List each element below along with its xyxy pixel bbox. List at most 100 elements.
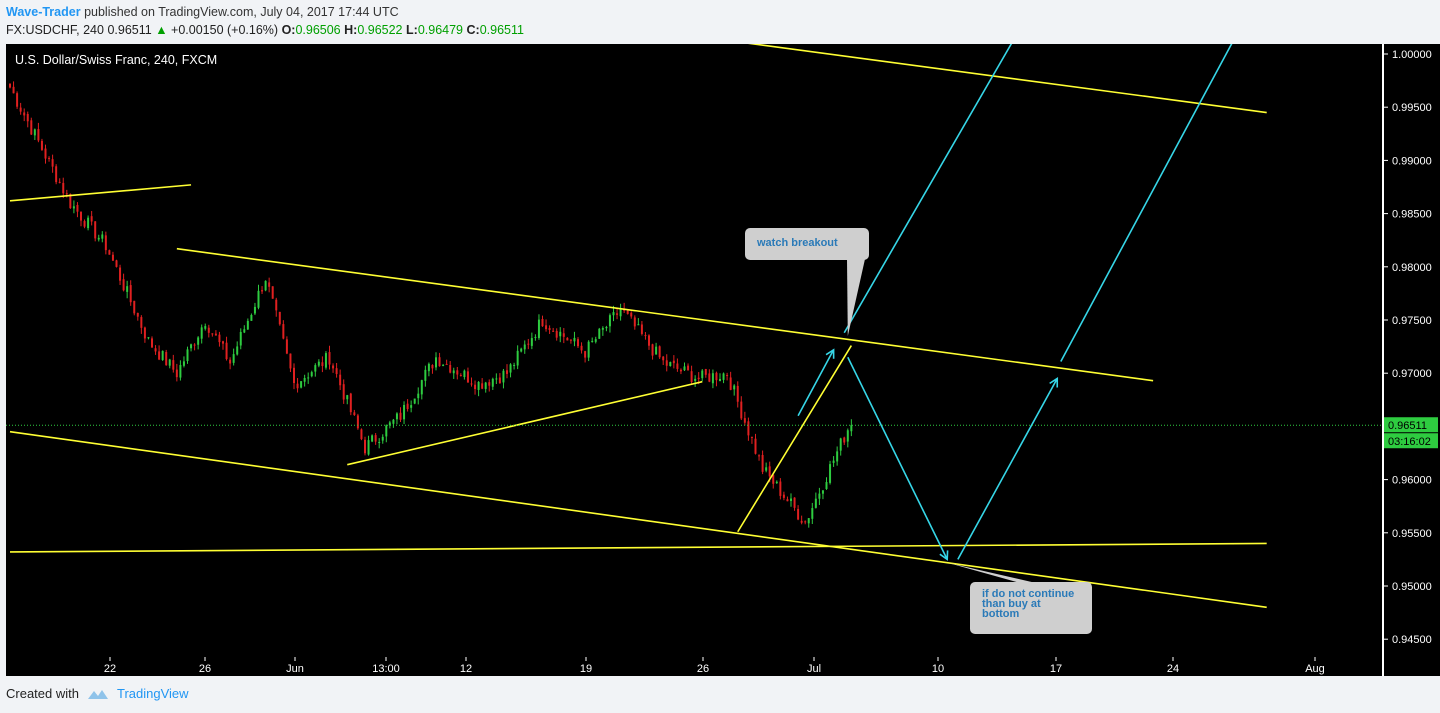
- candle-down: [44, 148, 47, 159]
- price-axis-edge: [1382, 44, 1384, 676]
- candle-up: [381, 436, 384, 441]
- candle-up: [200, 327, 203, 339]
- candle-up: [197, 337, 200, 345]
- candle-down: [754, 438, 757, 454]
- candle-down: [37, 129, 40, 141]
- candle-down: [786, 499, 789, 502]
- candle-up: [264, 280, 267, 291]
- time-tick-label: Jun: [286, 663, 304, 675]
- candle-up: [161, 350, 164, 360]
- candle-down: [40, 140, 43, 150]
- candle-down: [470, 383, 473, 385]
- candle-up: [683, 366, 686, 371]
- candle-up: [846, 430, 849, 442]
- candle-down: [562, 333, 565, 337]
- candle-up: [179, 365, 182, 378]
- candle-down: [289, 353, 292, 369]
- candle-down: [211, 333, 214, 335]
- price-chart[interactable]: U.S. Dollar/Swiss Franc, 240, FXCM watch…: [6, 44, 1384, 676]
- candle-down: [527, 343, 530, 345]
- candle-down: [616, 313, 619, 315]
- candle-up: [239, 331, 242, 346]
- candle-up: [257, 290, 260, 308]
- candle-up: [463, 370, 466, 378]
- time-tick-label: 26: [697, 663, 709, 675]
- open-label: O:: [281, 23, 296, 37]
- candle-up: [385, 425, 388, 437]
- candle-down: [804, 521, 807, 523]
- countdown-tag: [1384, 433, 1438, 449]
- candle-down: [58, 181, 61, 183]
- time-tick-label: Jul: [807, 663, 821, 675]
- candle-down: [48, 157, 51, 159]
- candle-down: [726, 375, 729, 377]
- candle-up: [236, 346, 239, 355]
- footer: Created with TradingView: [6, 686, 189, 701]
- candle-up: [346, 395, 349, 400]
- candle-up: [605, 327, 608, 329]
- candle-down: [640, 324, 643, 334]
- candle-down: [584, 351, 587, 358]
- trend-line: [9, 430, 1267, 609]
- candle-down: [154, 348, 157, 352]
- author-link[interactable]: Wave-Trader: [6, 5, 81, 19]
- candle-down: [55, 166, 58, 183]
- candle-down: [800, 520, 803, 523]
- candle-up: [502, 370, 505, 383]
- candle-up: [204, 326, 207, 329]
- price-tick-label: 0.95500: [1392, 528, 1432, 540]
- candle-up: [442, 364, 445, 366]
- candle-down: [772, 474, 775, 484]
- candle-down: [335, 368, 338, 375]
- callout: if do not continue than buy at bottom: [947, 562, 1092, 634]
- candle-down: [364, 439, 366, 454]
- candle-down: [76, 204, 79, 212]
- time-axis-background: [6, 657, 1382, 676]
- drawings: [9, 44, 1267, 609]
- last-price: 0.96511: [107, 23, 152, 37]
- candle-up: [452, 370, 455, 374]
- candle-down: [222, 341, 224, 344]
- candle-down: [12, 86, 15, 94]
- callout-text: if do not continue than buy at bottom: [982, 588, 1074, 620]
- trend-line: [176, 247, 1154, 382]
- candle-up: [126, 286, 129, 292]
- time-tick-label: Aug: [1305, 663, 1325, 675]
- candle-down: [488, 382, 491, 386]
- low-value: 0.96479: [417, 23, 463, 37]
- time-tick-label: 17: [1050, 663, 1062, 675]
- price-axis-background: [1384, 44, 1440, 676]
- candle-down: [569, 339, 572, 341]
- candles: [9, 81, 853, 528]
- candle-down: [349, 393, 352, 413]
- candle-down: [545, 325, 548, 330]
- candle-down: [321, 362, 324, 367]
- candle-down: [193, 344, 196, 346]
- callout-tail: [947, 562, 1036, 583]
- candle-down: [552, 330, 555, 332]
- price-tick-label: 0.97500: [1392, 315, 1432, 327]
- price-tick-label: 1.00000: [1392, 49, 1432, 61]
- candle-down: [165, 352, 168, 366]
- candle-up: [97, 237, 100, 240]
- high-label: H:: [344, 23, 358, 37]
- tradingview-link[interactable]: TradingView: [116, 686, 189, 701]
- candle-down: [332, 365, 335, 369]
- arrowhead-icon: [1049, 377, 1059, 388]
- candle-down: [104, 235, 107, 251]
- candle-down: [577, 339, 579, 347]
- time-axis: 22 26 Jun 13:00 12 19 26 Jul 10 17 24 Aug: [104, 657, 1325, 675]
- candle-down: [761, 454, 764, 472]
- candle-down: [293, 367, 295, 384]
- close-value: 0.96511: [479, 23, 524, 37]
- candle-down: [133, 300, 136, 314]
- price-axis[interactable]: 1.00000 0.99500 0.99000 0.98500 0.98000 0.975…: [1384, 44, 1440, 676]
- candle-down: [768, 466, 771, 477]
- candle-down: [481, 383, 484, 389]
- candle-up: [484, 382, 487, 389]
- candle-down: [672, 360, 675, 364]
- projection-line: [1060, 44, 1233, 362]
- price-tick-label: 0.95000: [1392, 581, 1432, 593]
- candle-up: [491, 378, 494, 387]
- candle-up: [598, 328, 601, 339]
